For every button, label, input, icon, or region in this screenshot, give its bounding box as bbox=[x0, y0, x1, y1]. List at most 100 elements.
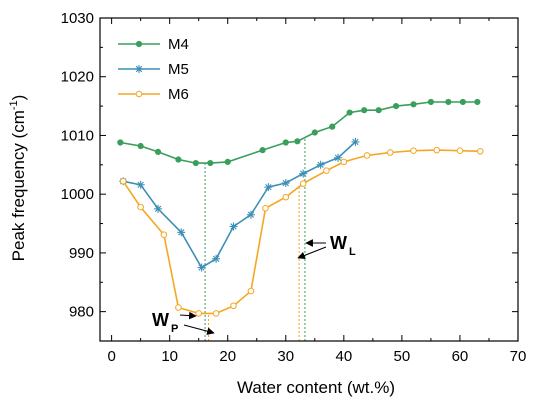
data-point-stroke bbox=[137, 181, 144, 188]
data-point bbox=[135, 65, 143, 73]
data-point bbox=[117, 139, 124, 146]
x-tick-label: 50 bbox=[394, 348, 411, 365]
data-point bbox=[329, 123, 336, 130]
y-tick-label: 1030 bbox=[61, 10, 94, 27]
x-tick-label: 30 bbox=[277, 348, 294, 365]
data-point bbox=[351, 137, 360, 146]
data-point bbox=[281, 179, 290, 188]
data-point bbox=[137, 142, 144, 150]
data-point bbox=[135, 90, 143, 98]
data-point bbox=[427, 98, 435, 106]
data-point-stroke bbox=[282, 179, 289, 187]
data-point bbox=[410, 101, 417, 108]
data-point bbox=[262, 204, 269, 212]
annotation-wp-arrow bbox=[179, 311, 197, 320]
y-axis-title: Peak frequency (cm-1) bbox=[8, 95, 28, 262]
series-m5 bbox=[119, 137, 360, 272]
x-tick-label: 70 bbox=[510, 348, 527, 365]
data-point bbox=[282, 193, 290, 201]
data-point bbox=[229, 222, 238, 231]
data-point-stroke bbox=[135, 65, 143, 73]
data-point bbox=[212, 310, 220, 317]
data-point bbox=[361, 107, 368, 114]
data-point-stroke bbox=[334, 154, 342, 161]
data-point bbox=[212, 254, 221, 263]
legend-label: M4 bbox=[168, 36, 189, 53]
data-point bbox=[175, 156, 182, 163]
data-point bbox=[459, 98, 466, 106]
data-point bbox=[135, 40, 143, 48]
annotation-wp-sub: P bbox=[171, 323, 178, 335]
plot-frame bbox=[99, 17, 519, 342]
data-point bbox=[247, 287, 255, 295]
data-point bbox=[136, 180, 145, 189]
data-point bbox=[207, 159, 214, 167]
legend-label: M6 bbox=[168, 86, 189, 103]
data-point bbox=[160, 231, 168, 239]
data-point bbox=[410, 147, 417, 155]
series-m6 bbox=[119, 146, 484, 317]
series-m4 bbox=[117, 98, 481, 167]
y-tick-label: 980 bbox=[69, 304, 94, 321]
series-layer bbox=[117, 98, 484, 317]
annotations: W PW L bbox=[152, 233, 356, 335]
x-tick-label: 10 bbox=[161, 348, 178, 365]
y-tick-label: 1010 bbox=[61, 127, 94, 144]
data-point-stroke bbox=[352, 138, 359, 146]
data-point bbox=[474, 98, 481, 106]
x-tick-label: 60 bbox=[452, 348, 469, 365]
y-axis-title-main: Peak frequency (cm bbox=[9, 110, 28, 261]
legend-label: M5 bbox=[168, 61, 189, 78]
data-point-stroke bbox=[317, 161, 324, 169]
data-point-stroke bbox=[198, 264, 205, 271]
data-point bbox=[392, 102, 400, 110]
data-point bbox=[323, 167, 330, 174]
data-point bbox=[386, 149, 394, 156]
data-point bbox=[433, 146, 441, 154]
data-point bbox=[456, 147, 464, 155]
data-point-stroke bbox=[212, 255, 220, 262]
data-point-stroke bbox=[265, 183, 272, 191]
data-point bbox=[282, 139, 289, 146]
data-point bbox=[154, 148, 162, 155]
data-point bbox=[230, 302, 237, 310]
data-point bbox=[259, 147, 266, 154]
data-point bbox=[119, 177, 127, 185]
reference-lines bbox=[204, 138, 306, 341]
legend: M4 M5 M6 bbox=[118, 36, 189, 103]
data-point bbox=[340, 158, 348, 166]
data-point bbox=[177, 228, 186, 237]
data-point bbox=[294, 138, 301, 145]
data-point bbox=[316, 160, 325, 169]
data-point-stroke bbox=[247, 211, 255, 218]
data-point-stroke bbox=[154, 205, 162, 213]
data-point-stroke bbox=[230, 223, 237, 230]
annotation-wp-arrow-2 bbox=[183, 324, 215, 335]
data-point bbox=[175, 304, 182, 311]
data-point bbox=[299, 180, 307, 187]
data-point bbox=[375, 107, 382, 114]
data-point bbox=[224, 158, 231, 165]
y-axis-title-sup: -1 bbox=[8, 100, 20, 110]
x-tick-label: 40 bbox=[335, 348, 352, 365]
annotation-wl-sub: L bbox=[349, 246, 356, 258]
annotation-wp: W bbox=[152, 310, 169, 330]
data-point bbox=[154, 204, 163, 213]
data-point bbox=[197, 263, 206, 272]
data-point bbox=[311, 129, 318, 136]
data-point bbox=[264, 183, 273, 192]
data-point bbox=[299, 169, 308, 178]
data-point-stroke bbox=[300, 170, 307, 177]
data-point bbox=[246, 210, 255, 219]
data-point bbox=[363, 152, 371, 159]
data-point bbox=[334, 153, 343, 162]
data-point bbox=[195, 310, 202, 317]
y-tick-label: 1000 bbox=[61, 186, 94, 203]
series-line bbox=[123, 141, 356, 269]
x-tick-label: 20 bbox=[219, 348, 236, 365]
data-point-stroke bbox=[178, 229, 185, 236]
x-tick-label: 0 bbox=[107, 348, 115, 365]
